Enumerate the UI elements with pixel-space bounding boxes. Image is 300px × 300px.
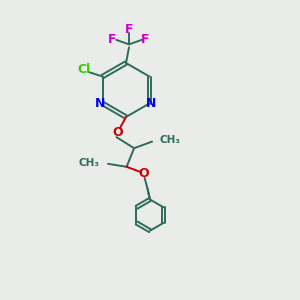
Text: O: O: [139, 167, 149, 180]
Text: Cl: Cl: [77, 63, 90, 76]
Text: CH₃: CH₃: [160, 135, 181, 146]
Text: N: N: [95, 97, 106, 110]
Text: F: F: [125, 22, 133, 36]
Text: F: F: [108, 33, 117, 46]
Text: N: N: [146, 97, 157, 110]
Text: CH₃: CH₃: [79, 158, 100, 168]
Text: F: F: [141, 33, 150, 46]
Text: O: O: [112, 126, 123, 139]
